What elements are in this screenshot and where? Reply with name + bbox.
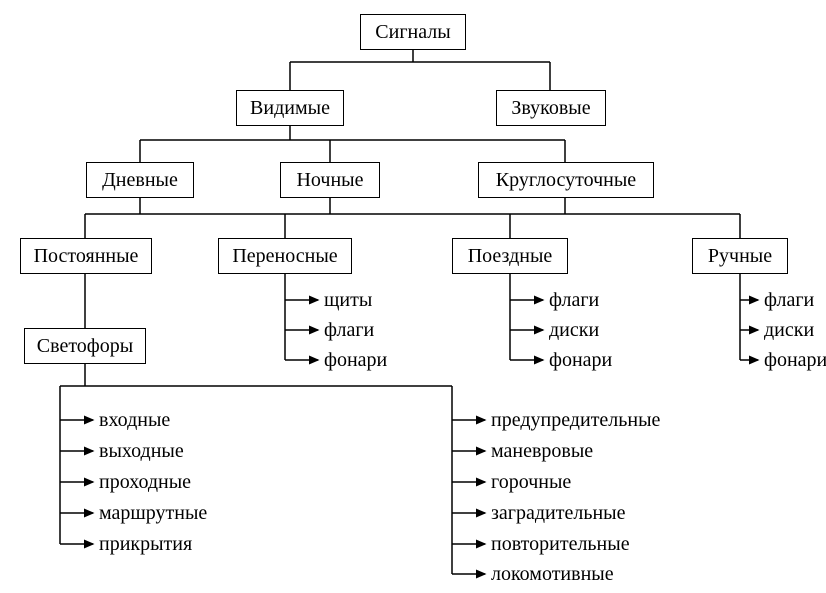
leaf-perenos-0: щиты xyxy=(324,289,372,311)
leaf-perenos-2: фонари xyxy=(324,349,387,371)
node-train: Поездные xyxy=(452,238,568,274)
node-audio: Звуковые xyxy=(496,90,606,126)
leaf-ruch-1: диски xyxy=(764,319,814,341)
node-visible: Видимые xyxy=(236,90,344,126)
node-permanent: Постоянные xyxy=(20,238,152,274)
leaf-svet-left-4: прикрытия xyxy=(99,533,192,555)
node-portable: Переносные xyxy=(218,238,352,274)
node-night: Ночные xyxy=(280,162,380,198)
leaf-poezd-1: диски xyxy=(549,319,599,341)
node-traffic-lights: Светофоры xyxy=(24,328,146,364)
leaf-perenos-1: флаги xyxy=(324,319,374,341)
leaf-poezd-0: флаги xyxy=(549,289,599,311)
diagram-canvas: Сигналы Видимые Звуковые Дневные Ночные … xyxy=(0,0,826,593)
leaf-svet-right-4: повторительные xyxy=(491,533,630,555)
leaf-svet-left-2: проходные xyxy=(99,471,191,493)
leaf-svet-left-0: входные xyxy=(99,409,170,431)
node-manual: Ручные xyxy=(692,238,788,274)
leaf-svet-left-1: выходные xyxy=(99,440,184,462)
leaf-svet-right-1: маневровые xyxy=(491,440,593,462)
leaf-ruch-0: флаги xyxy=(764,289,814,311)
leaf-svet-left-3: маршрутные xyxy=(99,502,207,524)
leaf-svet-right-2: горочные xyxy=(491,471,571,493)
leaf-svet-right-5: локомотивные xyxy=(491,563,614,585)
node-allday: Круглосуточные xyxy=(478,162,654,198)
leaf-svet-right-3: заградительные xyxy=(491,502,625,524)
leaf-ruch-2: фонари xyxy=(764,349,826,371)
leaf-svet-right-0: предупредительные xyxy=(491,409,660,431)
leaf-poezd-2: фонари xyxy=(549,349,612,371)
node-root: Сигналы xyxy=(360,14,466,50)
node-day: Дневные xyxy=(86,162,194,198)
